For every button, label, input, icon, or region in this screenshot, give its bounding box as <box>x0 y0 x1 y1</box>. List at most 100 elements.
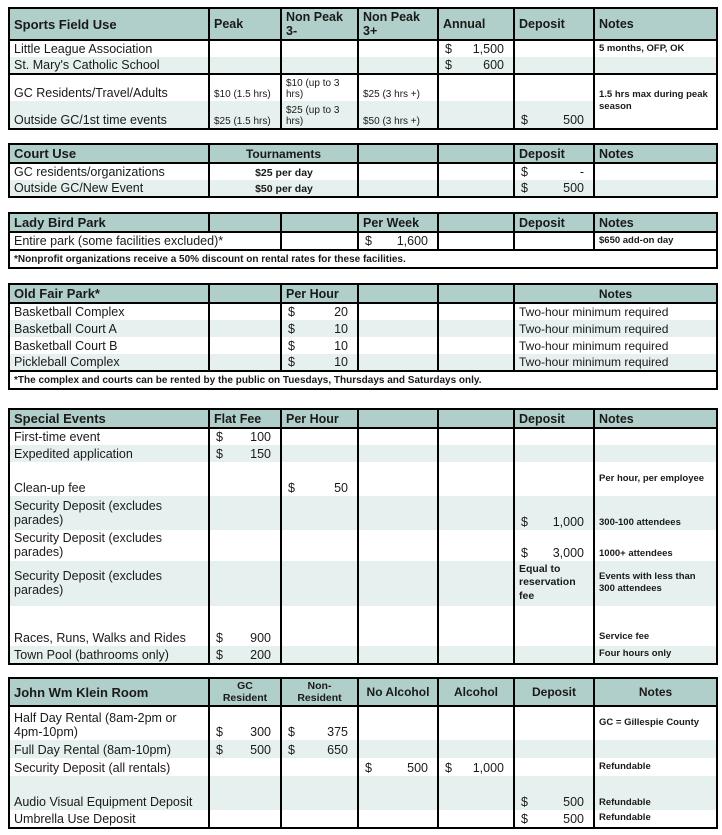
table-row: Little League Association $1,500 5 month… <box>8 40 718 57</box>
flat-fee-amount-cell: $100 <box>208 428 282 445</box>
header-cell-blank <box>357 284 439 303</box>
row-label-cell: Pickleball Complex <box>8 354 210 371</box>
notes-cell: $650 add-on day <box>593 232 718 250</box>
empty-cell <box>357 57 439 74</box>
sports-field-use-table: Sports Field Use Peak Non Peak 3- Non Pe… <box>8 7 718 130</box>
empty-cell <box>208 354 282 371</box>
currency-symbol: $ <box>445 42 452 56</box>
empty-cell <box>437 163 515 180</box>
currency-symbol: $ <box>288 322 295 336</box>
header-row: John Wm Klein Room GC Resident Non-Resid… <box>8 678 718 706</box>
currency-symbol: $ <box>521 165 528 179</box>
empty-cell <box>357 40 439 57</box>
header-cell-per-hour: Per Hour <box>280 284 359 303</box>
header-cell-deposit: Deposit <box>513 409 595 428</box>
header-cell-no-alcohol: No Alcohol <box>357 678 439 706</box>
notes-cell: Two-hour minimum required <box>513 337 718 354</box>
empty-cell <box>357 180 439 197</box>
row-label-cell: Security Deposit (excludes parades) <box>8 496 210 530</box>
empty-cell <box>208 561 282 606</box>
annual-amount-cell: $600 <box>437 57 515 74</box>
header-cell-deposit: Deposit <box>513 8 595 40</box>
per-hour-amount-cell: $10 <box>280 354 359 371</box>
currency-symbol: $ <box>216 430 223 444</box>
header-cell-blank <box>437 409 515 428</box>
row-label-cell: Security Deposit (all rentals) <box>8 758 210 776</box>
header-row: Court Use Tournaments Deposit Notes <box>8 144 718 163</box>
table-row: Audio Visual Equipment Deposit $500 Refu… <box>8 776 718 810</box>
empty-cell <box>513 758 595 776</box>
currency-symbol: $ <box>521 515 528 529</box>
empty-cell <box>280 810 359 828</box>
empty-cell <box>513 740 595 758</box>
per-week-amount-cell: $1,600 <box>357 232 439 250</box>
empty-cell <box>437 303 515 320</box>
empty-cell <box>280 496 359 530</box>
empty-cell <box>593 740 718 758</box>
empty-cell <box>357 337 439 354</box>
section-title: Old Fair Park* <box>8 284 210 303</box>
table-row: Security Deposit (excludes parades) $1,0… <box>8 496 718 530</box>
header-cell-notes: Notes <box>593 409 718 428</box>
currency-symbol: $ <box>521 795 528 809</box>
row-label-cell: Entire park (some facilities excluded)* <box>8 232 282 250</box>
notes-cell: Refundable <box>593 810 718 828</box>
header-cell-notes: Notes <box>593 213 718 232</box>
header-cell-per-week: Per Week <box>357 213 439 232</box>
row-label-cell: Umbrella Use Deposit <box>8 810 210 828</box>
currency-symbol: $ <box>288 725 295 739</box>
empty-cell <box>437 232 515 250</box>
empty-cell <box>357 530 439 561</box>
empty-cell <box>357 428 439 445</box>
empty-cell <box>280 530 359 561</box>
deposit-text-cell: Equal to reservation fee <box>513 561 595 606</box>
amount-value: 10 <box>334 339 348 353</box>
section-title: John Wm Klein Room <box>8 678 210 706</box>
table-row: Clean-up fee $50 Per hour, per employee <box>8 462 718 496</box>
empty-cell <box>437 776 515 810</box>
notes-cell: Service fee <box>593 628 718 646</box>
empty-cell <box>593 445 718 462</box>
row-label-cell: Expedited application <box>8 445 210 462</box>
amount-value: 200 <box>250 648 271 662</box>
table-row: GC residents/organizations $25 per day $… <box>8 163 718 180</box>
old-fair-park-table: Old Fair Park* Per Hour Notes Basketball… <box>8 283 718 390</box>
empty-cell <box>437 740 515 758</box>
non-peak-3plus-rate-cell: $50 (3 hrs +) <box>357 101 439 129</box>
header-cell-blank <box>208 284 282 303</box>
per-hour-amount-cell: $20 <box>280 303 359 320</box>
alcohol-amount-cell: $1,000 <box>437 758 515 776</box>
empty-cell <box>280 445 359 462</box>
row-label-cell: Security Deposit (excludes parades) <box>8 530 210 561</box>
currency-symbol: $ <box>521 546 528 560</box>
table-row: St. Mary's Catholic School $600 <box>8 57 718 74</box>
empty-cell <box>357 163 439 180</box>
header-cell-non-resident: Non-Resident <box>280 678 359 706</box>
currency-symbol: $ <box>445 761 452 775</box>
notes-cell: Four hours only <box>593 646 718 664</box>
table-row: Half Day Rental (8am-2pm or 4pm-10pm) $3… <box>8 706 718 740</box>
amount-value: - <box>579 165 584 179</box>
table-row: Races, Runs, Walks and Rides $900 Servic… <box>8 628 718 646</box>
empty-cell <box>437 530 515 561</box>
non-peak-3minus-rate-cell: $25 (up to 3 hrs) <box>280 101 359 129</box>
empty-cell <box>593 57 718 74</box>
per-hour-amount-cell: $10 <box>280 320 359 337</box>
table-row: Basketball Court B $10 Two-hour minimum … <box>8 337 718 354</box>
header-cell-deposit: Deposit <box>513 144 595 163</box>
amount-value: 300 <box>250 725 271 739</box>
empty-cell <box>280 758 359 776</box>
no-alcohol-amount-cell: $500 <box>357 758 439 776</box>
header-cell-flat-fee: Flat Fee <box>208 409 282 428</box>
empty-cell <box>513 57 595 74</box>
empty-cell <box>513 646 595 664</box>
empty-cell <box>280 561 359 606</box>
header-cell-peak: Peak <box>208 8 282 40</box>
amount-value: 50 <box>334 481 348 495</box>
empty-cell <box>280 57 359 74</box>
header-cell-gc-resident: GC Resident <box>208 678 282 706</box>
empty-cell <box>437 101 515 129</box>
empty-cell <box>357 628 439 646</box>
empty-cell <box>280 628 359 646</box>
header-cell-blank <box>280 213 359 232</box>
